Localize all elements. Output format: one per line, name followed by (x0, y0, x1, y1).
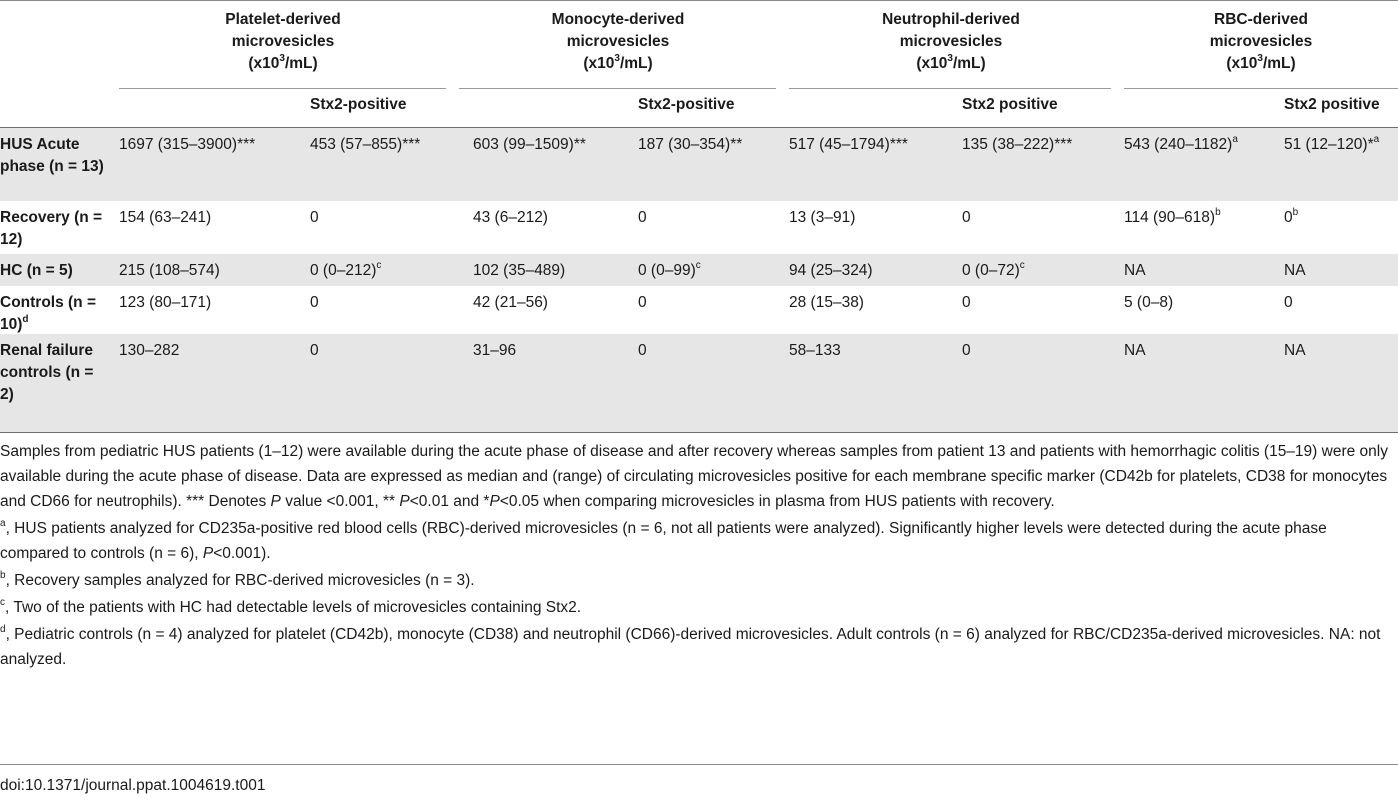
table-cell: 42 (21–56) (473, 294, 548, 311)
table-cell: 13 (3–91) (789, 209, 856, 226)
table-cell: NA (1284, 342, 1306, 359)
table-cell: 0 (638, 342, 647, 359)
group-underline (789, 88, 1111, 89)
table-row: Controls (n = 10)d 123 (80–171) 0 42 (21–56… (0, 286, 1398, 334)
table-row: Renal failure controls (n = 2) 130–282 0 31… (0, 334, 1398, 432)
table-cell: 114 (90–618)b (1124, 207, 1221, 227)
row-label: HUS Acute phase (n = 13) (0, 136, 104, 175)
table-cell: 603 (99–1509)** (473, 136, 586, 153)
row-label: Renal failure controls (n = 2) (0, 342, 94, 403)
column-group-header: Platelet-derived microvesicles (x103/mL) (225, 11, 341, 72)
table-cell: NA (1124, 262, 1146, 279)
table-cell: 0 (962, 342, 971, 359)
table-cell: 0 (638, 294, 647, 311)
column-group-header: Monocyte-derived microvesicles (x103/mL) (551, 11, 685, 72)
table-cell: 123 (80–171) (119, 294, 212, 311)
table-cell: 0 (0–72)c (962, 260, 1025, 280)
group-underline (1124, 88, 1398, 89)
table-cell: 0 (962, 209, 971, 226)
stx2-subheader: Stx2-positive (638, 96, 735, 113)
group-underline (459, 88, 776, 89)
footnote-b: b, Recovery samples analyzed for RBC-der… (0, 570, 475, 590)
footnote-main: Samples from pediatric HUS patients (1–1… (0, 443, 1388, 510)
table-cell: 28 (15–38) (789, 294, 864, 311)
table-cell: 43 (6–212) (473, 209, 548, 226)
table-cell: 0b (1284, 207, 1299, 227)
table-cell: 5 (0–8) (1124, 294, 1174, 311)
stx2-subheader: Stx2 positive (962, 96, 1058, 113)
table-row: HC (n = 5) 215 (108–574) 0 (0–212)c 102 (35… (0, 254, 1398, 286)
table-cell: 102 (35–489) (473, 262, 566, 279)
table-row: Recovery (n = 12) 154 (63–241) 0 43 (6–212)… (0, 201, 1398, 254)
table-cell: 215 (108–574) (119, 262, 220, 279)
table-top-rule (0, 0, 1398, 1)
footnote-d: d, Pediatric controls (n = 4) analyzed f… (0, 624, 1381, 669)
header-bottom-rule (0, 127, 1398, 128)
footnote-c: c, Two of the patients with HC had detec… (0, 597, 582, 617)
column-group-header: RBC-derived microvesicles (x103/mL) (1209, 11, 1313, 72)
table-cell: 0 (310, 294, 319, 311)
doi-link[interactable]: doi:10.1371/journal.ppat.1004619.t001 (0, 777, 266, 794)
row-label: Recovery (n = 12) (0, 209, 103, 248)
table-row: HUS Acute phase (n = 13) 1697 (315–3900)*… (0, 128, 1398, 201)
table-cell: 0 (0–212)c (310, 260, 382, 280)
table-cell: 135 (38–222)*** (962, 136, 1073, 153)
table-footnotes: Samples from pediatric HUS patients (1–1… (0, 439, 1395, 672)
table-cell: 453 (57–855)*** (310, 136, 421, 153)
table-cell: 517 (45–1794)*** (789, 136, 908, 153)
table-cell: 0 (638, 209, 647, 226)
table-cell: 154 (63–241) (119, 209, 212, 226)
table-cell: 543 (240–1182)a (1124, 134, 1238, 154)
table-cell: NA (1284, 262, 1306, 279)
table-cell: 51 (12–120)*a (1284, 134, 1380, 154)
table-cell: 0 (1284, 294, 1293, 311)
column-group-header: Neutrophil-derived microvesicles (x103/mL) (882, 11, 1020, 72)
footnote-a: a, HUS patients analyzed for CD235a-posi… (0, 518, 1327, 563)
table-cell: 0 (310, 342, 319, 359)
table-cell: 0 (310, 209, 319, 226)
table-cell: 0 (0–99)c (638, 260, 701, 280)
doi-rule (0, 764, 1398, 765)
table-cell: NA (1124, 342, 1146, 359)
table-bottom-rule (0, 432, 1398, 433)
table-cell: 94 (25–324) (789, 262, 873, 279)
stx2-subheader: Stx2 positive (1284, 96, 1380, 113)
row-label: Controls (n = 10)d (0, 294, 97, 333)
row-label: HC (n = 5) (0, 262, 73, 279)
table-cell: 1697 (315–3900)*** (119, 136, 256, 153)
table-cell: 187 (30–354)** (638, 136, 743, 153)
table-cell: 130–282 (119, 342, 180, 359)
table-cell: 58–133 (789, 342, 841, 359)
table-cell: 31–96 (473, 342, 517, 359)
stx2-subheader: Stx2-positive (310, 96, 407, 113)
group-underline (119, 88, 446, 89)
table-cell: 0 (962, 294, 971, 311)
